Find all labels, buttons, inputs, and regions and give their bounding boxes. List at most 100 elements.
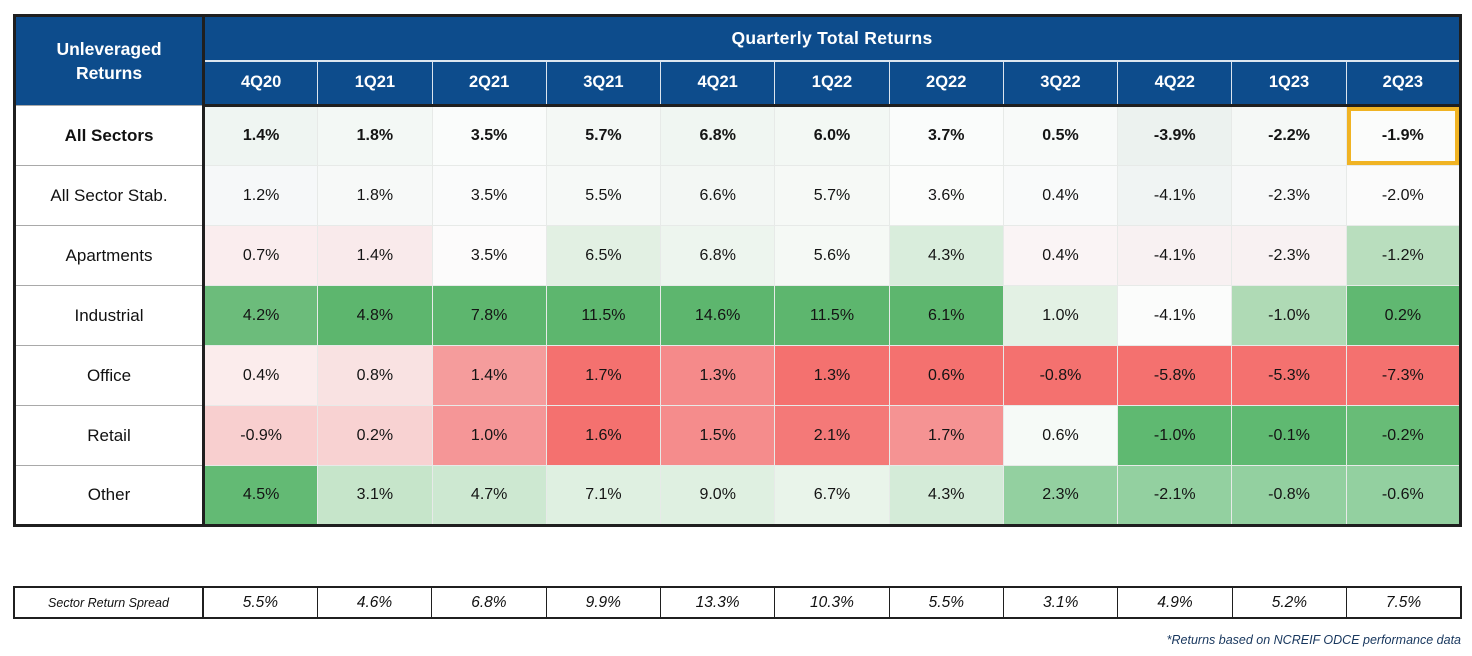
heatmap-cell: 4.3% [888,465,1004,526]
heatmap-cell: 3.7% [888,105,1004,166]
heatmap-cell: -2.0% [1345,165,1462,226]
heatmap-cell: -4.1% [1117,225,1233,286]
column-header-4q22: 4Q22 [1117,60,1232,107]
heatmap-cell: 0.8% [317,345,433,406]
heatmap-cell: 1.4% [202,105,319,166]
heatmap-cell: -3.9% [1117,105,1233,166]
heatmap-cell: -0.2% [1345,405,1462,466]
row-label: Apartments [14,225,205,286]
heatmap-cell: 0.2% [1345,285,1462,346]
heatmap-cell: -0.6% [1345,465,1462,526]
heatmap-cell: 0.5% [1002,105,1119,166]
heatmap-cell: -1.2% [1345,225,1462,286]
heatmap-cell: 0.7% [202,225,319,286]
column-header-3q21: 3Q21 [545,60,661,107]
heatmap-cell: 5.6% [774,225,890,286]
column-header-4q20: 4Q20 [202,60,318,107]
heatmap-cell: 6.8% [660,225,776,286]
heatmap-cell: 3.5% [431,165,547,226]
heatmap-cell: 0.4% [202,345,319,406]
heatmap-cell: -5.3% [1231,345,1347,406]
heatmap-cell: -1.0% [1231,285,1347,346]
table-row: Retail -0.9% 0.2% 1.0% 1.6% 1.5% 2.1% 1.7% 0.6% -… [14,405,1462,466]
heatmap-cell: 6.1% [888,285,1004,346]
heatmap-cell: 1.8% [317,165,433,226]
row-label: All Sectors [14,105,205,166]
heatmap-cell: 0.6% [1002,405,1119,466]
highlighted-cell: -1.9% [1345,105,1462,166]
spread-cell: 5.2% [1231,587,1347,618]
row-label: Office [14,345,205,406]
heatmap-cell: 1.6% [545,405,662,466]
table-title: Quarterly Total Returns [203,15,1461,62]
heatmap-cell: 1.4% [431,345,547,406]
footnote: *Returns based on NCREIF ODCE performanc… [1166,633,1461,647]
heatmap-cell: -0.9% [202,405,319,466]
table-row: Other 4.5% 3.1% 4.7% 7.1% 9.0% 6.7% 4.3% 2.3% -2.… [14,465,1462,526]
table-row: All Sector Stab. 1.2% 1.8% 3.5% 5.5% 6.6% 5.7%… [14,165,1462,226]
heatmap-cell: 7.1% [545,465,662,526]
column-header-1q22: 1Q22 [774,60,890,107]
heatmap-cell: 6.8% [660,105,776,166]
heatmap-cell: -2.1% [1117,465,1233,526]
heatmap-cell: 7.8% [431,285,547,346]
heatmap-cell: -4.1% [1117,165,1233,226]
heatmap-cell: 11.5% [774,285,890,346]
spread-cell: 4.6% [316,587,432,618]
column-header-2q21: 2Q21 [431,60,547,107]
heatmap-cell: 1.4% [317,225,433,286]
heatmap-cell: 3.5% [431,105,547,166]
column-header-1q23: 1Q23 [1231,60,1347,107]
heatmap-cell: 0.6% [888,345,1004,406]
heatmap-cell: 6.7% [774,465,890,526]
column-header-3q22: 3Q22 [1002,60,1118,107]
heatmap-cell: -0.1% [1231,405,1347,466]
heatmap-cell: 5.7% [774,165,890,226]
heatmap-cell: 4.7% [431,465,547,526]
heatmap-cell: 4.3% [888,225,1004,286]
row-label: Retail [14,405,205,466]
heatmap-cell: 1.3% [774,345,890,406]
spread-cell: 5.5% [202,587,318,618]
heatmap-cell: 11.5% [545,285,662,346]
heatmap-cell: -7.3% [1345,345,1462,406]
row-label: All Sector Stab. [14,165,205,226]
heatmap-cell: 4.2% [202,285,319,346]
heatmap-cell: 0.4% [1002,225,1119,286]
heatmap-cell: 1.7% [545,345,662,406]
heatmap-cell: 9.0% [660,465,776,526]
heatmap-cell: 6.0% [774,105,890,166]
spread-row: Sector Return Spread 5.5% 4.6% 6.8% 9.9% 13.… [14,587,1461,618]
returns-heatmap-table: Unleveraged Returns Quarterly Total Retu… [13,14,1462,527]
heatmap-cell: -2.3% [1231,165,1347,226]
heatmap-cell: 6.6% [660,165,776,226]
heatmap-cell: -2.3% [1231,225,1347,286]
heatmap-cell: 1.0% [1002,285,1119,346]
row-label: Other [14,465,205,526]
heatmap-cell: 1.8% [317,105,433,166]
table-row: Office 0.4% 0.8% 1.4% 1.7% 1.3% 1.3% 0.6% -0.8% -… [14,345,1462,406]
row-label: Industrial [14,285,205,346]
heatmap-cell: 14.6% [660,285,776,346]
heatmap-cell: 2.3% [1002,465,1119,526]
heatmap-cell: 3.5% [431,225,547,286]
heatmap-cell: 2.1% [774,405,890,466]
spread-cell: 10.3% [774,587,890,618]
heatmap-cell: -4.1% [1117,285,1233,346]
heatmap-cell: 0.2% [317,405,433,466]
spread-cell: 6.8% [431,587,547,618]
heatmap-cell: 1.3% [660,345,776,406]
column-header-4q21: 4Q21 [660,60,775,107]
heatmap-cell: 6.5% [545,225,662,286]
table-row: Industrial 4.2% 4.8% 7.8% 11.5% 14.6% 11.5% 6.1… [14,285,1462,346]
heatmap-cell: -1.0% [1117,405,1233,466]
column-header-row: 4Q20 1Q21 2Q21 3Q21 4Q21 1Q22 2Q22 3Q22 4Q22 1Q23… [15,60,1461,107]
heatmap-cell: 1.5% [660,405,776,466]
heatmap-cell: 0.4% [1002,165,1119,226]
heatmap-cell: -5.8% [1117,345,1233,406]
spread-cell: 9.9% [545,587,661,618]
heatmap-cell: -0.8% [1231,465,1347,526]
heatmap-cell: 5.5% [545,165,662,226]
heatmap-cell: 1.2% [202,165,319,226]
